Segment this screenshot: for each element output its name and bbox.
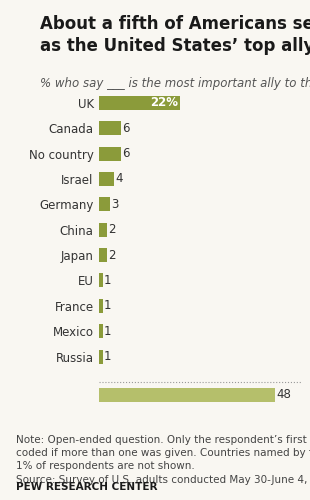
Text: % who say ___ is the most important ally to the U.S.: % who say ___ is the most important ally… [40, 78, 310, 90]
Text: 1: 1 [104, 324, 112, 338]
Bar [99, 248, 107, 262]
Text: PEW RESEARCH CENTER: PEW RESEARCH CENTER [16, 482, 157, 492]
Bar [99, 350, 103, 364]
Bar [99, 274, 103, 287]
Bar [99, 121, 121, 135]
Text: 2: 2 [108, 223, 115, 236]
Text: About a fifth of Americans see the UK
as the United States’ top ally: About a fifth of Americans see the UK as… [40, 15, 310, 55]
Bar [99, 172, 114, 186]
Bar [99, 146, 121, 160]
Text: Note: Open-ended question. Only the respondent’s first answer was
coded if more : Note: Open-ended question. Only the resp… [16, 435, 310, 484]
Bar [99, 324, 103, 338]
Text: 6: 6 [122, 147, 130, 160]
Text: 1: 1 [104, 300, 112, 312]
Text: 4: 4 [115, 172, 122, 186]
Bar [99, 198, 110, 211]
Text: 3: 3 [111, 198, 119, 211]
Text: 6: 6 [122, 122, 130, 134]
Bar [99, 388, 275, 402]
Bar [99, 299, 103, 313]
Bar [99, 96, 180, 110]
Text: 1: 1 [104, 350, 112, 363]
Text: 22%: 22% [150, 96, 178, 110]
Text: 1: 1 [104, 274, 112, 287]
Text: 2: 2 [108, 248, 115, 262]
Text: 48: 48 [276, 388, 291, 401]
Bar [99, 222, 107, 236]
